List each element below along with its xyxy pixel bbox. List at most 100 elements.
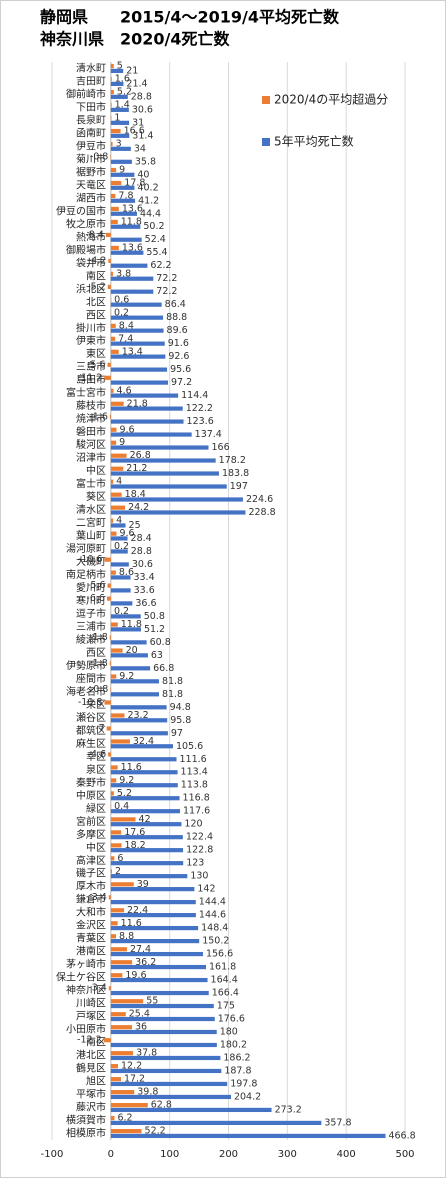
bar [104,375,111,380]
bar [110,1042,217,1048]
value-label: 197 [230,481,248,492]
value-label: 36.6 [135,598,156,609]
value-label: 0.6 [114,294,129,305]
y-tick-label: 伊勢原市 [66,659,106,672]
value-label: 6.2 [117,1113,132,1124]
bar [110,388,114,393]
value-label: 11.6 [121,762,142,773]
bar [110,432,192,437]
bar [110,510,246,515]
value-label: -5.6 [87,580,106,591]
bar [110,1081,228,1087]
bar [110,999,144,1004]
value-label: 31.4 [132,130,153,141]
value-label: -8.4 [85,229,104,240]
y-tick-label: 幸区 [86,751,106,763]
y-tick-label: 葉山町 [76,529,106,542]
value-label: 166.4 [212,988,239,999]
value-label: 150.2 [202,936,229,947]
value-label: 9.2 [119,775,134,786]
value-label: -11.2 [78,372,103,383]
value-label: 52.4 [145,234,166,245]
value-label: 21.2 [126,463,147,474]
y-tick-label: 長泉町 [76,113,106,126]
value-label: 39 [137,879,149,890]
value-label: -0.8 [90,152,109,163]
bar [110,466,124,471]
bar [110,1003,214,1009]
value-label: 176.6 [218,1014,245,1025]
value-label: 62.8 [151,1100,172,1111]
bar [110,887,195,892]
value-label: 62.2 [150,260,171,271]
bar [110,471,219,476]
value-label: 97.2 [171,377,192,388]
value-label: 148.4 [201,923,228,934]
y-tick-label: 栄区 [86,699,106,711]
bar [110,549,128,554]
bar [108,752,111,757]
bar [110,315,164,320]
y-tick-label: 愛川町 [76,581,106,594]
value-label: 21.4 [126,78,147,89]
value-label: 156.6 [206,949,233,960]
value-label: 39.8 [137,1087,158,1098]
y-tick-label: 青葉区 [76,932,106,945]
value-label: 18.4 [125,489,146,500]
value-label: 40.2 [137,182,158,193]
value-label: 466.8 [388,1130,415,1141]
bar [110,263,148,268]
bar [110,1012,126,1017]
value-label: 9 [119,164,125,175]
bar [110,63,114,69]
bar [110,770,178,775]
y-tick-label: 菊川市 [76,152,106,165]
value-label: 144.4 [199,897,226,908]
bar [110,349,119,354]
value-label: 8.4 [119,320,134,331]
bar [110,848,184,853]
bar [110,830,122,835]
value-label: 63 [151,650,163,661]
value-label: 130 [190,871,208,882]
value-label: 5 [117,61,123,72]
bar [110,938,200,944]
value-label: -7 [95,723,104,734]
bar [110,289,154,294]
bar [110,505,126,510]
bar [110,1116,115,1121]
bar [110,653,148,658]
value-label: 1 [114,113,120,124]
bar [110,951,203,957]
y-tick-label: 富士宮市 [66,386,106,399]
value-label: 95.6 [170,364,191,375]
bar [110,718,168,723]
bar [110,1064,119,1069]
chart-title: 静岡県 2015/4～2019/4平均死亡数 [40,8,340,27]
y-tick-label: 旭区 [86,1076,106,1088]
value-label: 52.2 [145,1126,166,1137]
value-label: 186.2 [223,1052,250,1063]
value-label: -10.6 [78,554,103,565]
y-tick-label: 藤沢市 [76,1101,106,1114]
bar [110,518,114,523]
legend-label: 2020/4の平均超過分 [274,92,388,107]
bar [110,193,116,199]
y-tick-label: 南区 [86,269,106,282]
bar [110,588,131,593]
value-label: 117.6 [183,806,210,817]
bar [110,1103,148,1108]
bar [110,575,131,580]
bar [110,1090,135,1095]
value-label: 66.8 [153,663,174,674]
y-tick-label: 川崎区 [76,997,106,1010]
bar [110,900,196,905]
value-label: 0.2 [114,307,129,318]
value-label: 224.6 [246,494,273,505]
bar [110,536,128,541]
bar [110,94,128,99]
y-tick-label: 湖西市 [76,191,106,204]
value-label: 1.6 [115,74,130,85]
bar [110,1077,121,1082]
